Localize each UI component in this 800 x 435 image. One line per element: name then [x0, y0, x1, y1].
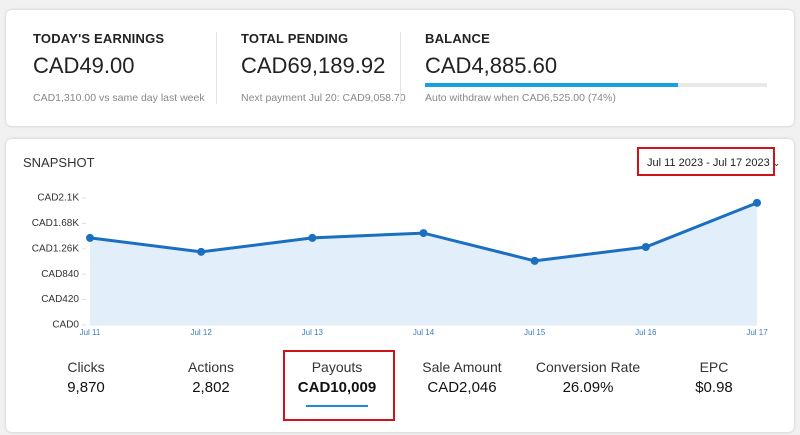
metric-value: 2,802	[192, 379, 230, 396]
stat-label: TOTAL PENDING	[241, 31, 349, 46]
metric-label[interactable]: Actions	[188, 359, 234, 375]
stat-note: CAD1,310.00 vs same day last week	[33, 92, 205, 104]
y-tick-label: CAD1.68K	[32, 218, 80, 229]
stat-note: Auto withdraw when CAD6,525.00 (74%)	[425, 92, 616, 104]
point	[86, 233, 94, 242]
stat-label: TODAY'S EARNINGS	[33, 31, 165, 46]
date-range-button[interactable]: Jul 11 2023 - Jul 17 2023 ⌄	[647, 157, 780, 169]
y-tick-label: CAD840	[41, 269, 79, 280]
progress-track	[425, 83, 767, 87]
date-range: Jul 11 2023 - Jul 17 2023	[647, 157, 770, 169]
divider	[400, 32, 401, 104]
stat-value: CAD69,189.92	[241, 53, 386, 78]
metric-label[interactable]: EPC	[699, 359, 729, 375]
metric-label[interactable]: Clicks	[67, 359, 105, 375]
x-tick-label: Jul 16	[635, 328, 657, 337]
x-tick-label: Jul 11	[80, 328, 101, 337]
metric-value: CAD10,009	[297, 379, 377, 396]
x-tick-label: Jul 13	[302, 328, 324, 337]
stat-note: Next payment Jul 20: CAD9,058.70	[241, 92, 406, 104]
metric-label[interactable]: Sale Amount	[422, 359, 502, 375]
stat-value: CAD49.00	[33, 53, 135, 78]
metric-label[interactable]: Conversion Rate	[535, 359, 641, 375]
stat-value: CAD4,885.60	[425, 53, 558, 78]
progress-bar	[425, 83, 679, 87]
highlight-box	[637, 147, 775, 176]
y-tick-label: CAD1.26K	[32, 243, 80, 254]
y-tick-label: CAD420	[41, 294, 79, 305]
point	[530, 256, 539, 265]
x-tick-label: Jul 17	[746, 328, 768, 337]
y-tick-label: CAD0	[52, 320, 79, 331]
x-tick-label: Jul 14	[413, 328, 435, 337]
x-tick-label: Jul 15	[524, 328, 546, 337]
divider	[216, 32, 217, 104]
point	[197, 247, 206, 256]
metric-value: CAD2,046	[427, 379, 497, 396]
point	[419, 229, 428, 238]
metric-value: 9,870	[67, 379, 105, 396]
area	[90, 202, 757, 325]
active-underline	[306, 405, 368, 407]
metric-label[interactable]: Payouts	[311, 359, 363, 375]
point	[641, 242, 650, 251]
x-tick-label: Jul 12	[190, 328, 212, 337]
metric-value: $0.98	[695, 379, 733, 396]
chart: CAD0 CAD420 CAD840 CAD1.26K CAD1.68K CAD2.1K J…	[32, 193, 768, 337]
chevron: ⌄	[772, 158, 781, 168]
stat-label: BALANCE	[425, 31, 490, 46]
section-title: SNAPSHOT	[23, 155, 95, 170]
y-tick-label: CAD2.1K	[37, 193, 79, 204]
metric-value: 26.09%	[562, 379, 614, 396]
point	[308, 233, 317, 242]
highlight-box	[283, 350, 395, 421]
point	[753, 198, 761, 207]
